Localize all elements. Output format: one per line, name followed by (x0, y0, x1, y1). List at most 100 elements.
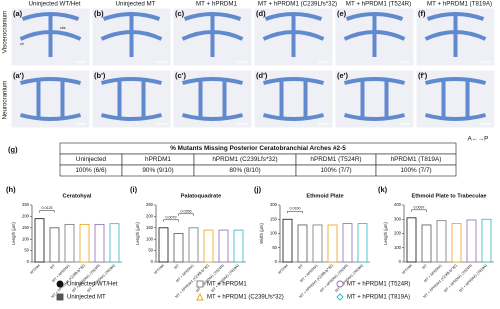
y-tick-label: 150 (22, 225, 30, 230)
panel-label: (i) (130, 185, 138, 194)
p-value: 0.0079 (166, 215, 177, 219)
column-title: MT + hPRDM1 (196, 1, 238, 8)
panel-label: (b) (94, 9, 104, 18)
y-tick-label: 0 (151, 259, 154, 264)
y-tick-label: 0 (275, 259, 278, 264)
legend-label: MT + hPRDM1 (C239Lfs*32) (207, 295, 284, 301)
y-tick-label: 250 (22, 202, 30, 207)
y-tick-label: 100 (22, 236, 30, 241)
axis-orientation: A←→P (468, 136, 489, 143)
panel-label: (d') (256, 71, 268, 80)
panel-label: (h) (6, 185, 16, 194)
panel-label: (f') (418, 71, 428, 80)
table-title: % Mutants Missing Posterior Ceratobranch… (170, 145, 346, 152)
y-tick-label: 400 (394, 202, 402, 207)
image-grid: Uninjected WT/Het (a) (a') Uninjected MT (b)… (10, 1, 496, 129)
table-value: 100% (6/6) (75, 167, 106, 174)
legend-label: Uninjected WT/Het (67, 282, 118, 288)
p-value: 0.0097 (414, 205, 425, 209)
cartilage (181, 12, 244, 57)
cartilage (262, 12, 325, 57)
legend-marker (196, 292, 204, 301)
y-tick-label: 150 (270, 216, 278, 221)
table-header: hPRDM1 (145, 156, 171, 163)
y-tick-label: 50 (24, 248, 29, 253)
legend-label: Uninjected MT (67, 295, 106, 301)
significance-bracket (163, 219, 179, 222)
bar (79, 223, 90, 263)
bar (218, 229, 229, 263)
y-tick-label: 200 (270, 202, 278, 207)
column-title: MT + hPRDM1 (T524R) (346, 1, 411, 8)
chart-title: Ceratohyal (63, 193, 92, 199)
y-tick-label: 100 (394, 245, 402, 250)
bar (451, 223, 462, 263)
bar (436, 220, 447, 263)
cartilage (100, 77, 163, 121)
panel-label: (g) (8, 145, 18, 154)
legend-label: MT + hPRDM1 (T819A) (347, 295, 410, 301)
bar (481, 218, 492, 263)
x-tick-label: WT/Het (29, 264, 40, 275)
bar (158, 227, 169, 263)
table-header: hPRDM1 (T524R) (310, 156, 361, 163)
y-axis-label: Length (µm) (135, 222, 140, 245)
y-tick-label: 0 (399, 259, 402, 264)
y-tick-label: 200 (394, 231, 402, 236)
cartilage (343, 77, 406, 121)
bar (34, 218, 45, 263)
table-cell (375, 164, 457, 177)
annotation: ch (20, 42, 24, 46)
panel-label: (k) (378, 185, 388, 194)
annotation: cbs (60, 26, 66, 30)
cartilage (343, 12, 406, 57)
p-value: 0.0356 (181, 209, 192, 213)
row-label: Viscerocranium (2, 11, 9, 54)
y-tick-label: 200 (146, 214, 154, 219)
cartilage (19, 77, 82, 121)
legend: Uninjected WT/Het Uninjected MT MT + hPRDM… (56, 280, 410, 301)
bar (233, 229, 244, 263)
legend-marker (336, 293, 344, 301)
chart-title: Palatoquadrate (181, 193, 221, 199)
cartilage (424, 12, 487, 57)
table-header: hPRDM1 (C239Lfs*32) (212, 156, 277, 163)
x-tick-label: WT/Het (277, 264, 288, 275)
bar (342, 223, 353, 263)
panel-label: (e) (337, 9, 347, 18)
bar (188, 227, 199, 263)
bar (357, 223, 368, 263)
y-axis-label: Width (µm) (259, 223, 264, 244)
table-value: 90% (9/10) (142, 167, 173, 174)
panel-label: (f) (418, 9, 426, 18)
legend-label: MT + hPRDM1 (207, 282, 247, 288)
cartilage (262, 77, 325, 121)
panel-label: (a) (13, 9, 23, 18)
x-tick-label: MT (297, 263, 304, 270)
legend-marker (196, 280, 204, 288)
x-tick-label: MT (421, 263, 428, 270)
panel-label: (b') (94, 71, 106, 80)
y-axis-label: Length (µm) (11, 222, 16, 245)
y-tick-label: 200 (22, 214, 30, 219)
p-value: 0.0160 (290, 207, 301, 211)
panel-label: (c') (175, 71, 186, 80)
bar (282, 218, 293, 263)
bar (173, 233, 184, 263)
significance-bracket (39, 210, 55, 213)
legend-marker (56, 293, 64, 301)
table-header: hPRDM1 (T819A) (391, 156, 442, 163)
table-value: 100% (7/7) (400, 167, 431, 174)
bar (49, 227, 60, 263)
cartilage (181, 77, 244, 121)
panel-label: (e') (337, 71, 348, 80)
bar (421, 224, 432, 263)
bar (64, 223, 75, 263)
cartilage (424, 77, 487, 121)
row-label: Neurocranium (2, 81, 9, 120)
y-tick-label: 0 (27, 259, 30, 264)
x-tick-label: WT/Het (401, 264, 412, 275)
significance-bracket (287, 211, 303, 214)
y-tick-label: 100 (270, 231, 278, 236)
